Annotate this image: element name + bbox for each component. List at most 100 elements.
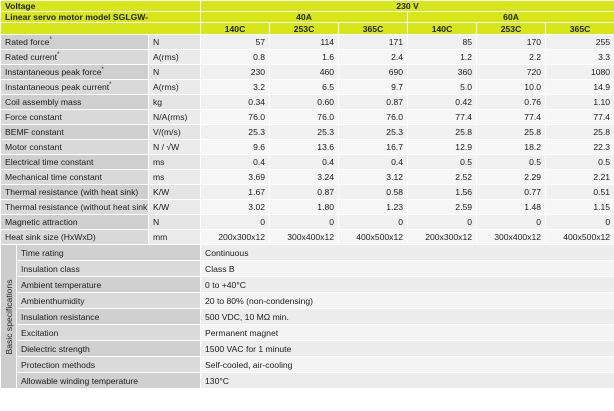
- table-row: BEMF constant V/(m/s) 25.3 25.3 25.3 25.8 25.8…: [0, 124, 614, 140]
- table-row: Instantaneous peak current* A(rms) 3.2 6.5 9…: [0, 79, 614, 95]
- value-cell: 0.5: [407, 154, 478, 170]
- value-cell: 114: [269, 34, 340, 50]
- value-cell: 3.3: [545, 49, 614, 65]
- value-cell: 300x400x12: [476, 229, 547, 245]
- table-row: Thermal resistance (without heat sink) K/…: [0, 199, 614, 215]
- value-cell: 460: [269, 64, 340, 80]
- value-cell: 0.4: [269, 154, 340, 170]
- unit-cell: mm: [147, 229, 202, 245]
- value-cell: 76.0: [338, 109, 409, 125]
- footnote-mark: *: [109, 82, 112, 88]
- unit-cell: kg: [147, 94, 202, 110]
- footnote-mark: *: [57, 52, 60, 58]
- value-cell: 76.0: [269, 109, 340, 125]
- parameter-cell: Instantaneous peak force*: [0, 64, 149, 80]
- parameter-label: Magnetic attraction: [5, 217, 78, 227]
- parameter-cell: Force constant: [0, 109, 149, 125]
- value-cell: 5.0: [407, 79, 478, 95]
- value-cell: 0.76: [476, 94, 547, 110]
- column-header-40a-365c: 365C: [338, 22, 409, 35]
- parameter-cell: Motor constant: [0, 139, 149, 155]
- value-cell: 25.8: [407, 124, 478, 140]
- spec-value: 130°C: [200, 372, 614, 389]
- value-cell: 0.4: [200, 154, 271, 170]
- value-cell: 1080: [545, 64, 614, 80]
- value-cell: 2.52: [407, 169, 478, 185]
- spec-value: Permanent magnet: [200, 324, 614, 341]
- spec-value: 1500 VAC for 1 minute: [200, 340, 614, 357]
- table-row: Electrical time constant ms 0.4 0.4 0.4 0.5 0.…: [0, 154, 614, 170]
- parameter-cell: BEMF constant: [0, 124, 149, 140]
- value-cell: 2.21: [545, 169, 614, 185]
- value-cell: 6.5: [269, 79, 340, 95]
- voltage-label: Voltage: [0, 0, 202, 12]
- parameter-label: Thermal resistance (with heat sink): [5, 187, 139, 197]
- spec-value: Class B: [200, 260, 614, 277]
- value-cell: 0.4: [338, 154, 409, 170]
- parameter-cell: Thermal resistance (with heat sink): [0, 184, 149, 200]
- parameter-cell: Thermal resistance (without heat sink): [0, 199, 149, 215]
- value-cell: 85: [407, 34, 478, 50]
- value-cell: 1.56: [407, 184, 478, 200]
- unit-cell: K/W: [147, 184, 202, 200]
- value-cell: 2.29: [476, 169, 547, 185]
- value-cell: 16.7: [338, 139, 409, 155]
- spec-row: Protection methods Self-cooled, air-cooli…: [1, 356, 614, 373]
- value-cell: 77.4: [545, 109, 614, 125]
- value-cell: 170: [476, 34, 547, 50]
- value-cell: 1.15: [545, 199, 614, 215]
- value-cell: 200x300x12: [407, 229, 478, 245]
- footnote-mark: *: [49, 37, 52, 43]
- parameter-cell: Coil assembly mass: [0, 94, 149, 110]
- value-cell: 12.9: [407, 139, 478, 155]
- value-cell: 690: [338, 64, 409, 80]
- unit-cell: V/(m/s): [147, 124, 202, 140]
- parameter-label: Rated current: [5, 52, 58, 62]
- value-cell: 0.77: [476, 184, 547, 200]
- value-cell: 0.5: [476, 154, 547, 170]
- column-header-40a-140c: 140C: [200, 22, 271, 35]
- unit-cell: A(rms): [147, 49, 202, 65]
- column-header-40a-253c: 253C: [269, 22, 340, 35]
- spec-value: 500 VDC, 10 MΩ min.: [200, 308, 614, 325]
- spec-row: Excitation Permanent magnet: [1, 324, 614, 341]
- value-cell: 1.6: [269, 49, 340, 65]
- table-row: Heat sink size (HxWxD) mm 200x300x12 300x40…: [0, 229, 614, 245]
- table-row: Rated current* A(rms) 0.8 1.6 2.4 1.2 2.2 3.3: [0, 49, 614, 65]
- value-cell: 400x500x12: [338, 229, 409, 245]
- table-row: Instantaneous peak force* N 230 460 690 360 72…: [0, 64, 614, 80]
- value-cell: 3.12: [338, 169, 409, 185]
- spec-row: Dielectric strength 1500 VAC for 1 minute: [1, 340, 614, 357]
- value-cell: 0.34: [200, 94, 271, 110]
- parameter-cell: Mechanical time constant: [0, 169, 149, 185]
- unit-cell: N/A(rms): [147, 109, 202, 125]
- value-cell: 77.4: [407, 109, 478, 125]
- value-cell: 171: [338, 34, 409, 50]
- spec-label: Protection methods: [15, 356, 202, 373]
- parameter-label: Electrical time constant: [5, 157, 94, 167]
- value-cell: 0: [200, 214, 271, 230]
- value-cell: 0.5: [545, 154, 614, 170]
- value-cell: 22.3: [545, 139, 614, 155]
- table-row: Motor constant N / √W 9.6 13.6 16.7 12.9 18.2 2…: [0, 139, 614, 155]
- parameter-label: Force constant: [5, 112, 62, 122]
- value-cell: 3.2: [200, 79, 271, 95]
- value-cell: 9.6: [200, 139, 271, 155]
- parameter-cell: Rated force*: [0, 34, 149, 50]
- parameter-label: Instantaneous peak current: [5, 82, 110, 92]
- value-cell: 400x500x12: [545, 229, 614, 245]
- voltage-value: 230 V: [200, 0, 614, 12]
- spec-label: Insulation class: [15, 260, 202, 277]
- spec-label: Excitation: [15, 324, 202, 341]
- parameter-cell: Rated current*: [0, 49, 149, 65]
- value-cell: 2.59: [407, 199, 478, 215]
- value-cell: 230: [200, 64, 271, 80]
- value-cell: 14.9: [545, 79, 614, 95]
- spec-value: 0 to +40°C: [200, 276, 614, 293]
- value-cell: 1.10: [545, 94, 614, 110]
- spec-row: Basic specifications Time rating Continuou…: [0, 244, 614, 389]
- parameter-label: Instantaneous peak force: [5, 67, 102, 77]
- value-cell: 360: [407, 64, 478, 80]
- spec-label: Insulation resistance: [15, 308, 202, 325]
- table-row: Coil assembly mass kg 0.34 0.60 0.87 0.42 0.76…: [0, 94, 614, 110]
